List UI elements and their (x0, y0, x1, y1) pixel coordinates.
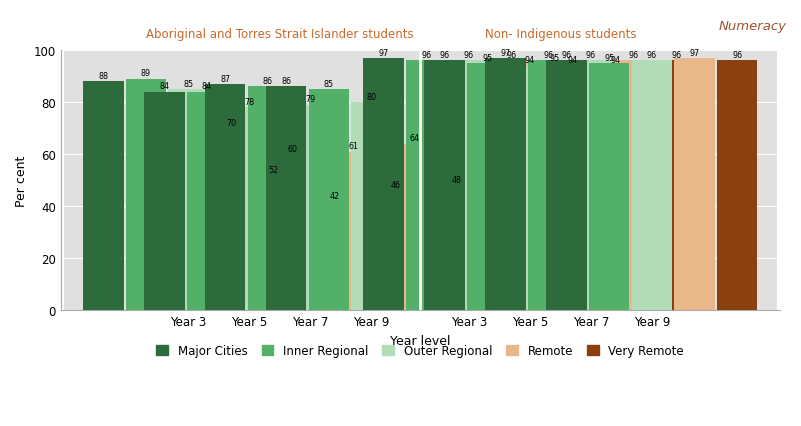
Bar (467, 64, 508, 311)
Bar (187, 92, 227, 311)
Bar (315, 201, 355, 311)
Bar (674, 59, 714, 311)
Bar (595, 66, 635, 311)
Text: 96: 96 (671, 51, 682, 60)
Bar (126, 80, 167, 311)
Bar (351, 103, 392, 311)
Legend: Major Cities, Inner Regional, Outer Regional, Remote, Very Remote: Major Cities, Inner Regional, Outer Regi… (151, 340, 689, 362)
Bar (364, 59, 404, 311)
Text: 78: 78 (244, 98, 255, 107)
Bar (272, 155, 312, 311)
X-axis label: Year level: Year level (390, 334, 450, 347)
Text: 46: 46 (391, 181, 400, 190)
Bar (449, 61, 489, 311)
Text: 42: 42 (330, 191, 340, 200)
Y-axis label: Per cent: Per cent (15, 155, 28, 207)
Bar (437, 186, 477, 311)
Text: 96: 96 (440, 51, 449, 60)
Bar (614, 61, 654, 311)
Bar (528, 61, 569, 311)
Text: 85: 85 (183, 80, 194, 89)
Text: 95: 95 (604, 54, 614, 63)
Bar (83, 82, 123, 311)
Text: 96: 96 (646, 51, 657, 60)
Text: Non- Indigenous students: Non- Indigenous students (485, 28, 636, 40)
Bar (168, 90, 209, 311)
Text: 95: 95 (549, 54, 559, 63)
Text: 84: 84 (159, 82, 169, 91)
Text: 94: 94 (568, 56, 578, 65)
Bar (717, 61, 758, 311)
Text: 94: 94 (610, 56, 620, 65)
Text: 96: 96 (506, 51, 517, 60)
Text: 96: 96 (586, 51, 596, 60)
Bar (546, 61, 587, 311)
Bar (333, 152, 373, 311)
Text: 89: 89 (141, 69, 151, 78)
Text: 96: 96 (543, 51, 553, 60)
Bar (570, 61, 611, 311)
Bar (631, 61, 672, 311)
Text: 85: 85 (324, 80, 334, 89)
Text: 64: 64 (409, 134, 419, 143)
Bar (509, 66, 550, 311)
Text: Numeracy: Numeracy (719, 20, 787, 33)
Text: 60: 60 (288, 144, 297, 153)
Text: 95: 95 (482, 54, 493, 63)
Text: 94: 94 (525, 56, 535, 65)
Bar (534, 64, 574, 311)
Text: 88: 88 (99, 72, 108, 81)
Bar (254, 176, 294, 311)
Text: 52: 52 (269, 165, 279, 174)
Text: 96: 96 (421, 51, 432, 60)
Bar (376, 191, 416, 311)
Bar (406, 61, 447, 311)
Text: 96: 96 (464, 51, 474, 60)
Bar (290, 106, 331, 311)
Bar (229, 108, 270, 311)
Text: 80: 80 (367, 92, 376, 101)
Bar (553, 66, 593, 311)
Text: 48: 48 (452, 176, 462, 185)
Bar (248, 87, 288, 311)
Bar (485, 59, 525, 311)
Text: 87: 87 (220, 75, 230, 83)
Text: 96: 96 (732, 51, 743, 60)
Text: 97: 97 (690, 49, 699, 58)
Bar (205, 85, 245, 311)
Bar (589, 64, 630, 311)
Text: 96: 96 (562, 51, 572, 60)
Bar (425, 61, 465, 311)
Bar (308, 90, 349, 311)
Bar (64, 51, 777, 311)
Text: 84: 84 (202, 82, 212, 91)
Text: 97: 97 (501, 49, 511, 58)
Bar (656, 61, 696, 311)
Bar (144, 92, 184, 311)
Text: Aboriginal and Torres Strait Islander students: Aboriginal and Torres Strait Islander st… (147, 28, 414, 40)
Text: 70: 70 (226, 118, 236, 127)
Text: 86: 86 (281, 77, 291, 86)
Text: 97: 97 (379, 49, 388, 58)
Text: 79: 79 (305, 95, 316, 104)
Bar (266, 87, 307, 311)
Bar (211, 129, 252, 311)
Text: 86: 86 (263, 77, 273, 86)
Text: 61: 61 (348, 142, 358, 151)
Bar (491, 61, 532, 311)
Bar (394, 144, 434, 311)
Text: 96: 96 (629, 51, 638, 60)
